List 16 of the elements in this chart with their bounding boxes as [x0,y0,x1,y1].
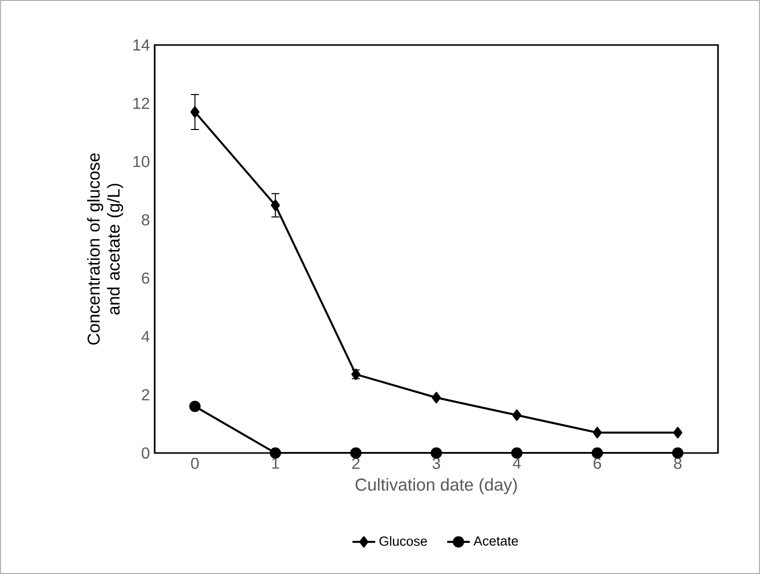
y-tick-label: 8 [142,214,150,226]
legend-label: Acetate [474,536,518,546]
x-axis-title: Cultivation date (day) [356,478,517,494]
x-tick-label: 6 [594,458,602,469]
x-tick-label: 0 [191,458,199,469]
y-tick-label: 12 [133,98,150,109]
y-tick-label: 4 [141,330,150,342]
legend-label: Glucose [379,536,427,546]
x-tick-label: 4 [512,458,521,469]
x-tick-label: 8 [674,458,682,469]
y-tick-label: 0 [142,447,150,459]
y-axis-title: Concentration of glucose and acetate (g/L) [87,153,124,345]
y-tick-label: 14 [133,40,150,50]
y-tick-label: 2 [142,389,150,400]
y-tick-label: 10 [133,156,150,168]
y-tick-label: 6 [142,272,150,284]
